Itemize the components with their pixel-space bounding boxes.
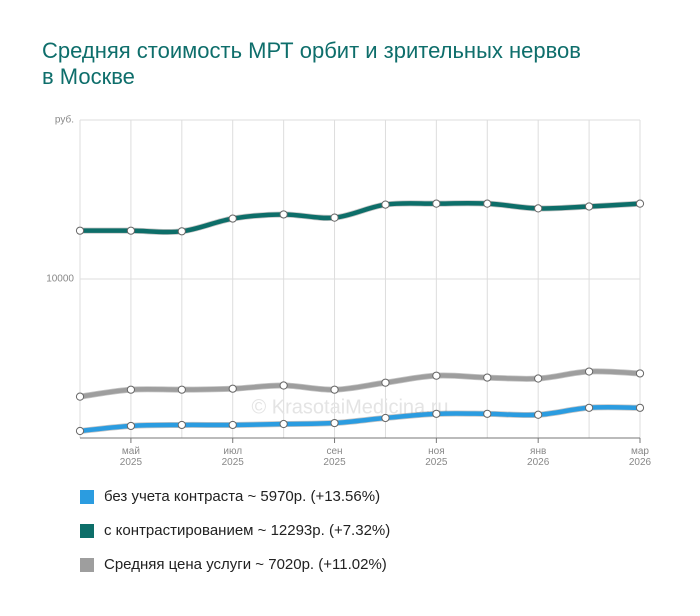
point [279, 419, 288, 429]
y-tick-label: 10000 [46, 274, 74, 285]
line [79, 405, 641, 434]
x-tick-label: янв 2026 [527, 446, 550, 468]
point [584, 202, 594, 211]
x-tick-label: мар 2026 [628, 446, 652, 468]
legend-label: Средняя цена услуги ~ 7020р. (+11.02%) [104, 556, 387, 573]
point [635, 369, 645, 378]
point [75, 426, 85, 436]
line [79, 369, 641, 399]
x-tick-label: июл 2025 [221, 446, 244, 468]
point [177, 227, 186, 236]
point [381, 413, 390, 423]
point [228, 384, 237, 393]
legend-label: без учета контраста ~ 5970р. (+13.56%) [104, 488, 381, 505]
point [483, 373, 492, 382]
point [330, 213, 339, 222]
point [279, 210, 288, 219]
legend-swatch [80, 557, 94, 572]
point [584, 367, 594, 376]
point [432, 371, 441, 380]
point [534, 410, 543, 419]
point [75, 392, 85, 401]
watermark: © KrasotaiMedicina.ru [251, 396, 448, 418]
point [635, 403, 645, 412]
point [534, 204, 543, 213]
legend-item: без учета контраста ~ 5970р. (+13.56%) [80, 488, 380, 505]
point [584, 403, 594, 412]
point [126, 226, 136, 235]
point [177, 385, 186, 394]
point [534, 374, 543, 383]
chart-title: Средняя стоимость МРТ орбит и зрительных… [42, 38, 581, 89]
legend-item: Средняя цена услуги ~ 7020р. (+11.02%) [80, 556, 387, 573]
point [279, 381, 288, 390]
x-tick-label: ноя 2025 [425, 446, 448, 468]
point [228, 214, 237, 223]
legend-swatch [80, 489, 94, 504]
point [483, 199, 492, 208]
point [228, 420, 237, 430]
point [483, 409, 492, 418]
y-tick-label: руб. [55, 114, 74, 126]
point [381, 200, 390, 209]
point [177, 420, 186, 430]
point [126, 385, 136, 394]
legend-label: с контрастированием ~ 12293р. (+7.32%) [104, 522, 391, 539]
line [79, 200, 641, 235]
point [330, 385, 339, 394]
point [432, 199, 441, 208]
legend-swatch [80, 523, 94, 538]
point [126, 421, 136, 431]
x-tick-label: сен 2025 [323, 446, 346, 468]
point [330, 418, 339, 428]
point [381, 378, 390, 387]
point [75, 226, 85, 235]
x-tick-label: май 2025 [119, 446, 143, 468]
point [635, 199, 645, 208]
point [432, 409, 441, 418]
legend-item: с контрастированием ~ 12293р. (+7.32%) [80, 522, 390, 539]
